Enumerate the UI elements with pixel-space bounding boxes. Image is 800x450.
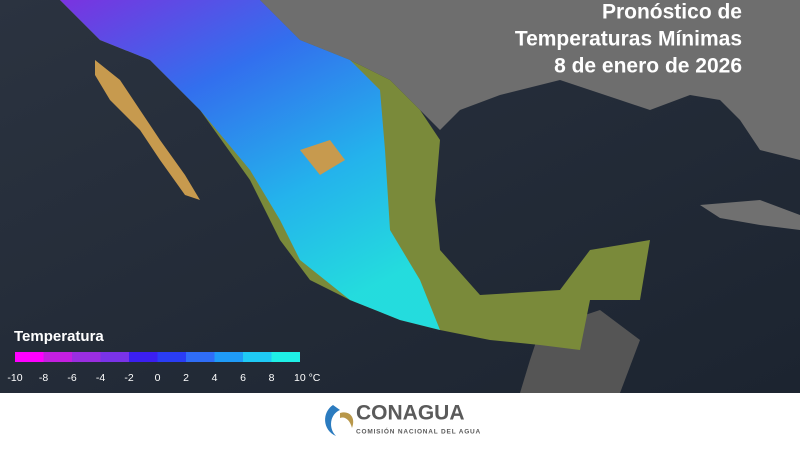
title: Pronóstico de Temperaturas Mínimas 8 de en… bbox=[515, 1, 742, 78]
legend-tick-label: 0 bbox=[155, 372, 161, 384]
legend-tick-label: -8 bbox=[39, 372, 48, 384]
title-line: Temperaturas Mínimas bbox=[515, 28, 742, 51]
cuba bbox=[700, 200, 800, 230]
legend-swatch bbox=[214, 352, 243, 362]
legend-swatch bbox=[72, 352, 101, 362]
legend-tick-label: -4 bbox=[96, 372, 105, 384]
legend-tick-label: -6 bbox=[67, 372, 76, 384]
legend-tick-label: 4 bbox=[212, 372, 218, 384]
legend-tick-label: 10 °C bbox=[294, 372, 321, 384]
legend-tick-label: 8 bbox=[269, 372, 275, 384]
legend: -10 -8 -6 -4 -2 0 2 4 6 8 10 °C bbox=[7, 352, 321, 384]
title-line: Pronóstico de bbox=[602, 1, 742, 24]
footer bbox=[0, 393, 800, 445]
legend-swatch bbox=[100, 352, 129, 362]
legend-title: Temperatura bbox=[14, 328, 104, 345]
usa-land bbox=[260, 0, 800, 160]
legend-tick-label: -10 bbox=[7, 372, 22, 384]
warm-patch bbox=[300, 140, 345, 175]
legend-tick-label: 2 bbox=[183, 372, 189, 384]
legend-swatch bbox=[271, 352, 300, 362]
logo-icon bbox=[325, 405, 354, 436]
legend-swatch bbox=[43, 352, 72, 362]
legend-tick-label: 6 bbox=[240, 372, 246, 384]
cold-region bbox=[60, 0, 440, 330]
legend-swatch bbox=[157, 352, 186, 362]
legend-swatch bbox=[186, 352, 215, 362]
legend-swatch bbox=[243, 352, 272, 362]
legend-swatch bbox=[15, 352, 44, 362]
baja-peninsula bbox=[95, 60, 200, 200]
legend-swatch bbox=[129, 352, 158, 362]
logo-subtitle: COMISIÓN NACIONAL DEL AGUA bbox=[356, 427, 481, 436]
logo-text: CONAGUA bbox=[356, 402, 465, 425]
title-line: 8 de enero de 2026 bbox=[554, 55, 742, 78]
legend-tick-label: -2 bbox=[124, 372, 133, 384]
